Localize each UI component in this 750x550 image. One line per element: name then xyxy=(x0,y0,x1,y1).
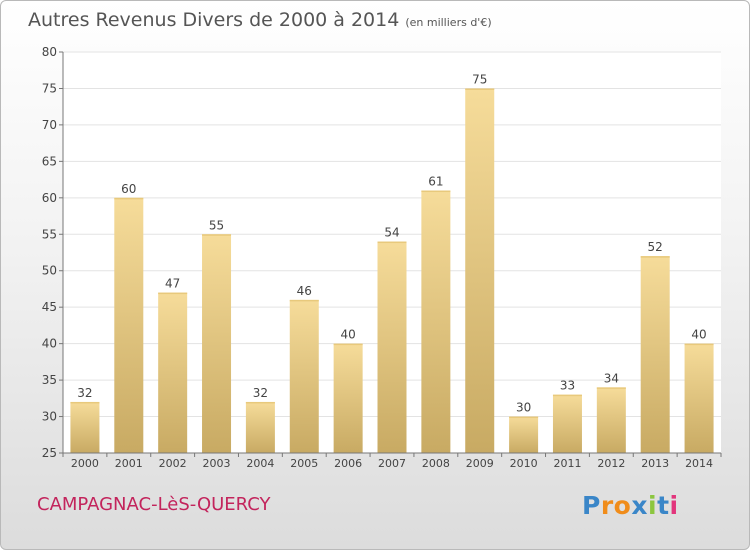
bar xyxy=(684,343,714,453)
y-tick-label: 55 xyxy=(42,227,57,241)
bar-value-label: 34 xyxy=(604,371,619,385)
x-tick-label: 2009 xyxy=(466,457,494,470)
bar xyxy=(640,256,670,453)
bar xyxy=(289,299,319,453)
bar xyxy=(158,292,188,453)
bar-top-edge xyxy=(640,256,670,258)
logo-letter: o xyxy=(613,491,632,520)
place-name: CAMPAGNAC-LèS-QUERCY xyxy=(37,494,271,515)
bar-top-edge xyxy=(245,401,275,404)
y-tick-label: 75 xyxy=(42,81,57,95)
logo-letter: r xyxy=(600,491,614,520)
bar xyxy=(202,234,232,453)
logo-letter: t xyxy=(657,491,670,520)
bar-value-label: 40 xyxy=(340,328,355,342)
proxiti-logo[interactable]: Proxiti xyxy=(582,491,679,520)
y-tick-label: 70 xyxy=(42,118,57,132)
bar xyxy=(552,394,582,453)
bar-top-edge xyxy=(70,401,100,404)
logo-letter: x xyxy=(631,491,648,520)
chart-unit-note: (en milliers d'€) xyxy=(405,16,492,29)
x-tick-label: 2002 xyxy=(159,457,187,470)
bar-top-edge xyxy=(552,394,582,397)
bar-top-edge xyxy=(202,234,232,236)
axes: 25 30 35 40 45 50 55 60 65 70 75 80 2000 2001 2002 2003… xyxy=(42,45,722,470)
x-tick-label: 2004 xyxy=(246,457,274,470)
bar-top-edge xyxy=(509,416,539,419)
y-tick-label: 30 xyxy=(42,410,57,424)
bar-value-label: 61 xyxy=(428,175,443,189)
bar xyxy=(333,343,363,453)
bar xyxy=(596,387,626,453)
bar-value-label: 75 xyxy=(472,72,487,86)
x-tick-label: 2010 xyxy=(510,457,538,470)
bar-top-edge xyxy=(114,197,144,200)
y-tick-label: 60 xyxy=(42,191,57,205)
bar-value-label: 47 xyxy=(165,277,180,291)
x-tick-label: 2001 xyxy=(115,457,143,470)
chart-title: Autres Revenus Divers de 2000 à 2014 (en … xyxy=(28,9,492,31)
logo-letter: i xyxy=(648,491,658,520)
bar-value-label: 33 xyxy=(560,379,575,393)
x-tick-label: 2008 xyxy=(422,457,450,470)
y-tick-label: 65 xyxy=(42,154,57,168)
bar-value-label: 52 xyxy=(648,240,663,254)
bar xyxy=(114,197,144,453)
bar-value-label: 46 xyxy=(297,284,312,298)
bar-value-label: 55 xyxy=(209,218,224,232)
bar-top-edge xyxy=(377,241,407,244)
bar-top-edge xyxy=(421,190,451,193)
chart-title-text: Autres Revenus Divers de 2000 à 2014 xyxy=(28,9,400,31)
bar-value-label: 54 xyxy=(384,226,399,240)
bar xyxy=(70,401,100,453)
bar-top-edge xyxy=(465,88,495,90)
bar-value-label: 32 xyxy=(253,386,268,400)
bar-value-label: 30 xyxy=(516,401,531,415)
x-tick-label: 2014 xyxy=(685,457,713,470)
x-tick-label: 2005 xyxy=(290,457,318,470)
bar xyxy=(509,416,539,453)
x-tick-label: 2011 xyxy=(553,457,581,470)
bars xyxy=(70,88,714,454)
logo-letter: i xyxy=(669,491,679,520)
x-tick-label: 2013 xyxy=(641,457,669,470)
bar-top-edge xyxy=(333,343,363,346)
logo-letter: P xyxy=(582,491,601,520)
bar-value-label: 32 xyxy=(77,386,92,400)
x-tick-label: 2006 xyxy=(334,457,362,470)
x-tick-label: 2003 xyxy=(203,457,231,470)
bar xyxy=(465,88,495,454)
y-tick-label: 35 xyxy=(42,373,57,387)
data-labels: 32 60 47 55 32 46 40 54 61 75 30 33 34 52 40 xyxy=(77,72,706,414)
y-tick-label: 25 xyxy=(42,446,57,460)
bar xyxy=(421,190,451,453)
x-tick-label: 2012 xyxy=(597,457,625,470)
y-tick-label: 40 xyxy=(42,337,57,351)
bar xyxy=(245,401,275,453)
bar xyxy=(377,241,407,453)
y-tick-label: 50 xyxy=(42,264,57,278)
bar-top-edge xyxy=(158,292,188,295)
y-tick-label: 45 xyxy=(42,300,57,314)
bar-value-label: 40 xyxy=(691,328,706,342)
bar-top-edge xyxy=(289,299,319,302)
bar-top-edge xyxy=(596,387,626,389)
bar-value-label: 60 xyxy=(121,182,136,196)
y-tick-label: 80 xyxy=(42,45,57,59)
x-tick-label: 2000 xyxy=(71,457,99,470)
bar-top-edge xyxy=(684,343,714,346)
x-tick-label: 2007 xyxy=(378,457,406,470)
